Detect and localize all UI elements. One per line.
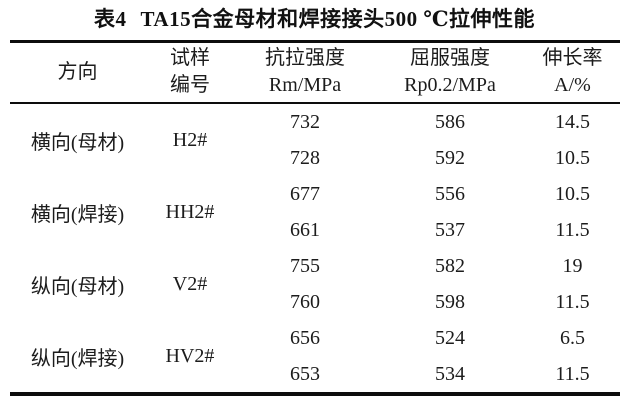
table-row: 纵向(母材) V2# 755 582 19 [10, 248, 620, 298]
col-header-sample-id: 试样 编号 [170, 47, 210, 96]
cell-tensile-strength: 760 [290, 290, 320, 313]
cell-elongation: 11.5 [555, 362, 590, 385]
cell-direction: 纵向(母材) [30, 275, 125, 298]
table-row: 728 592 10.5 [10, 140, 620, 176]
table-number: 表4 [93, 7, 127, 31]
cell-elongation: 10.5 [555, 146, 590, 169]
tensile-properties-table: 方向 试样 编号 抗拉强度 Rm/MPa 屈服强度 Rp0.2/MPa 伸长率 … [10, 40, 620, 396]
cell-sample-id: H2# [172, 128, 208, 151]
cell-tensile-strength: 656 [290, 326, 320, 349]
cell-direction: 横向(母材) [30, 131, 125, 154]
cell-tensile-strength: 677 [290, 182, 320, 205]
cell-tensile-strength: 661 [290, 218, 320, 241]
table-title: 表4 TA15合金母材和焊接接头500 ℃拉伸性能 [0, 0, 629, 33]
cell-sample-id: HV2# [165, 344, 215, 367]
cell-yield-strength: 586 [435, 110, 465, 133]
cell-elongation: 19 [562, 254, 583, 277]
table-body: 横向(母材) H2# 732 586 14.5 728 592 10.5 横向(… [10, 103, 620, 394]
cell-sample-id: V2# [172, 272, 208, 295]
cell-tensile-strength: 728 [290, 146, 320, 169]
cell-direction: 横向(焊接) [30, 203, 125, 226]
table-header: 方向 试样 编号 抗拉强度 Rm/MPa 屈服强度 Rp0.2/MPa 伸长率 … [10, 42, 620, 104]
col-header-elongation: 伸长率 A/% [542, 47, 603, 96]
table-row: 760 598 11.5 [10, 284, 620, 320]
col-header-tensile-strength: 抗拉强度 Rm/MPa [265, 47, 345, 96]
cell-elongation: 10.5 [555, 182, 590, 205]
table-row: 横向(焊接) HH2# 677 556 10.5 [10, 176, 620, 226]
table-row: 661 537 11.5 [10, 212, 620, 248]
header-row: 方向 试样 编号 抗拉强度 Rm/MPa 屈服强度 Rp0.2/MPa 伸长率 … [10, 42, 620, 104]
cell-tensile-strength: 653 [290, 362, 320, 385]
cell-elongation: 6.5 [560, 326, 585, 349]
cell-tensile-strength: 755 [290, 254, 320, 277]
table-row: 横向(母材) H2# 732 586 14.5 [10, 103, 620, 154]
table-title-text: TA15合金母材和焊接接头500 ℃拉伸性能 [140, 7, 536, 31]
cell-yield-strength: 524 [435, 326, 465, 349]
cell-tensile-strength: 732 [290, 110, 320, 133]
table-row: 纵向(焊接) HV2# 656 524 6.5 [10, 320, 620, 370]
cell-sample-id: HH2# [165, 200, 215, 223]
table-row: 653 534 11.5 [10, 356, 620, 394]
cell-elongation: 11.5 [555, 290, 590, 313]
cell-yield-strength: 537 [435, 218, 465, 241]
cell-yield-strength: 592 [435, 146, 465, 169]
cell-elongation: 11.5 [555, 218, 590, 241]
cell-direction: 纵向(焊接) [30, 347, 125, 370]
cell-elongation: 14.5 [555, 110, 590, 133]
cell-yield-strength: 582 [435, 254, 465, 277]
col-header-yield-strength: 屈服强度 Rp0.2/MPa [404, 47, 496, 96]
cell-yield-strength: 556 [435, 182, 465, 205]
col-header-direction: 方向 [57, 60, 98, 83]
cell-yield-strength: 598 [435, 290, 465, 313]
cell-yield-strength: 534 [435, 362, 465, 385]
